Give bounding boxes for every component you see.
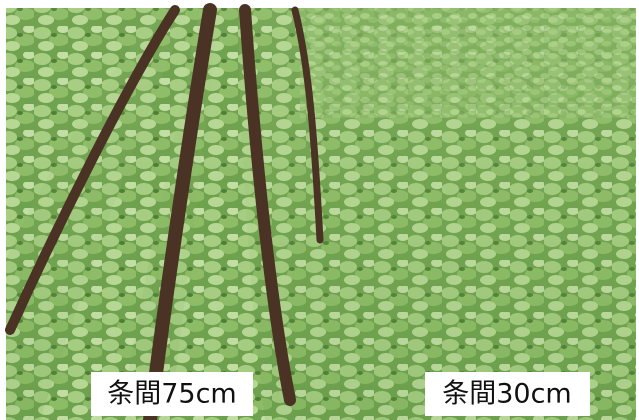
label: 条間75cm (107, 379, 237, 410)
label: 条間30cm (442, 379, 572, 410)
label-box (91, 372, 253, 416)
furrows (5, 3, 324, 420)
far-foliage (300, 8, 636, 118)
row-leaves (6, 10, 265, 420)
label-box (425, 372, 590, 416)
